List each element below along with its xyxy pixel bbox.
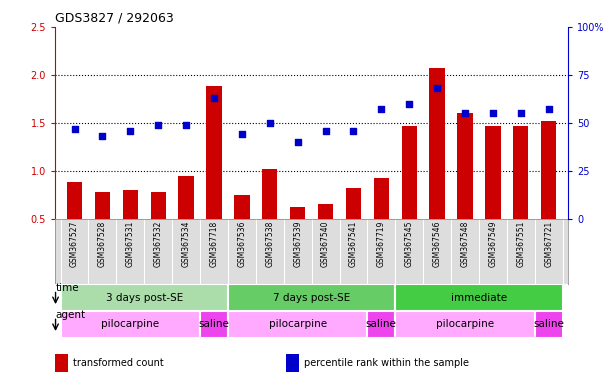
Text: GSM367527: GSM367527 [70, 221, 79, 267]
Bar [150, 192, 166, 219]
Point [98, 133, 108, 139]
Bar [395, 284, 563, 311]
Text: saline: saline [366, 319, 397, 329]
Text: GSM367718: GSM367718 [210, 221, 219, 267]
Text: GSM367541: GSM367541 [349, 221, 358, 267]
Point [125, 127, 135, 134]
Point [237, 131, 247, 137]
Text: GSM367546: GSM367546 [433, 221, 442, 267]
Bar [485, 126, 500, 219]
Bar [67, 182, 82, 219]
Bar [228, 311, 367, 338]
Text: GSM367548: GSM367548 [461, 221, 469, 267]
Bar [234, 195, 249, 219]
Text: pilocarpine: pilocarpine [101, 319, 159, 329]
Text: GSM367536: GSM367536 [238, 221, 246, 267]
Point [293, 139, 302, 145]
Bar [178, 176, 194, 219]
Text: GDS3827 / 292063: GDS3827 / 292063 [55, 11, 174, 24]
Point [265, 120, 275, 126]
Bar [541, 121, 557, 219]
Bar [123, 190, 138, 219]
Bar [430, 68, 445, 219]
Point [516, 110, 525, 116]
Text: GSM367528: GSM367528 [98, 221, 107, 267]
Text: GSM367534: GSM367534 [181, 221, 191, 267]
Text: GSM367531: GSM367531 [126, 221, 135, 267]
Text: pilocarpine: pilocarpine [436, 319, 494, 329]
Text: GSM367719: GSM367719 [377, 221, 386, 267]
Point [153, 122, 163, 128]
Bar [60, 284, 228, 311]
Point [432, 85, 442, 91]
Bar [458, 113, 473, 219]
Text: GSM367539: GSM367539 [293, 221, 302, 267]
Bar [401, 126, 417, 219]
Point [70, 126, 79, 132]
Text: GSM367545: GSM367545 [404, 221, 414, 267]
Point [181, 122, 191, 128]
Point [460, 110, 470, 116]
Point [209, 95, 219, 101]
Bar [207, 86, 222, 219]
Text: agent: agent [56, 310, 86, 320]
Text: saline: saline [533, 319, 564, 329]
Text: percentile rank within the sample: percentile rank within the sample [304, 358, 469, 368]
Bar [286, 354, 299, 372]
Bar [200, 311, 228, 338]
Bar [395, 311, 535, 338]
Text: GSM367551: GSM367551 [516, 221, 525, 267]
Point [544, 106, 554, 113]
Text: saline: saline [199, 319, 229, 329]
Bar [367, 311, 395, 338]
Text: 3 days post-SE: 3 days post-SE [106, 293, 183, 303]
Bar [513, 126, 529, 219]
Bar [55, 354, 68, 372]
Text: time: time [56, 283, 79, 293]
Text: immediate: immediate [451, 293, 507, 303]
Text: GSM367549: GSM367549 [488, 221, 497, 267]
Point [321, 127, 331, 134]
Bar [228, 284, 395, 311]
Text: GSM367538: GSM367538 [265, 221, 274, 267]
Bar [60, 311, 200, 338]
Text: pilocarpine: pilocarpine [269, 319, 327, 329]
Bar [262, 169, 277, 219]
Point [404, 101, 414, 107]
Text: transformed count: transformed count [73, 358, 164, 368]
Bar [290, 207, 306, 219]
Text: GSM367532: GSM367532 [154, 221, 163, 267]
Point [376, 106, 386, 113]
Bar [535, 311, 563, 338]
Text: GSM367721: GSM367721 [544, 221, 553, 267]
Bar [318, 204, 333, 219]
Text: 7 days post-SE: 7 days post-SE [273, 293, 350, 303]
Bar [374, 177, 389, 219]
Text: GSM367540: GSM367540 [321, 221, 330, 267]
Bar [346, 188, 361, 219]
Point [488, 110, 498, 116]
Point [348, 127, 358, 134]
Bar [95, 192, 110, 219]
